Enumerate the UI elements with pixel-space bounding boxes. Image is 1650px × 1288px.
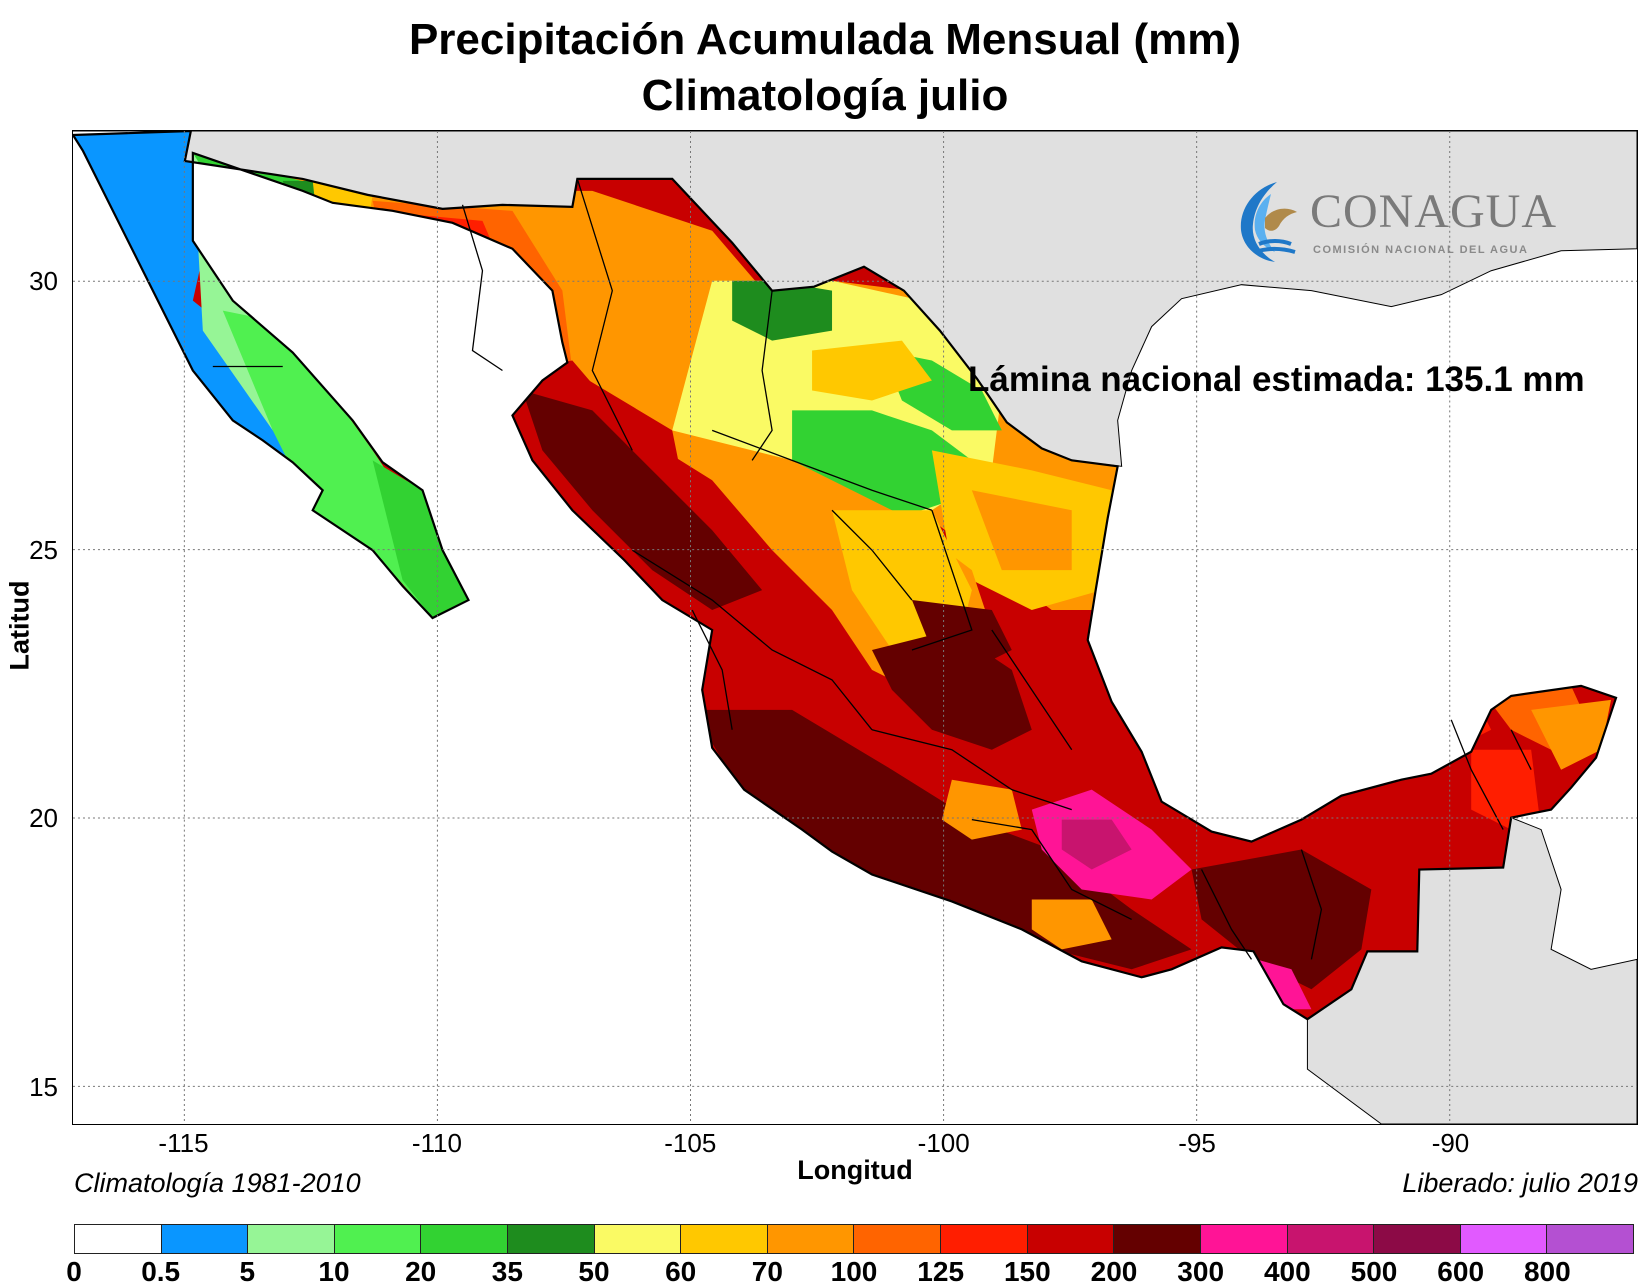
legend-swatch: [1287, 1225, 1375, 1253]
legend-swatch: [508, 1225, 595, 1253]
legend-swatch: [767, 1225, 855, 1253]
legend-tick-label: 20: [405, 1256, 437, 1287]
x-axis-label: Longitud: [797, 1155, 913, 1185]
x-tick-label: -115: [158, 1128, 209, 1158]
legend-swatch: [1200, 1225, 1288, 1253]
legend-tick-label: 400: [1263, 1256, 1311, 1287]
legend-swatch: [1027, 1225, 1115, 1253]
legend-tick-label: 100: [830, 1256, 878, 1287]
legend-tick-label: 35: [491, 1256, 523, 1287]
legend-tick-label: 60: [665, 1256, 697, 1287]
release-date-note: Liberado: julio 2019: [1402, 1168, 1638, 1198]
legend-tick-label: 125: [917, 1256, 965, 1287]
legend-tick-label: 300: [1177, 1256, 1225, 1287]
legend-tick-label: 200: [1090, 1256, 1138, 1287]
y-axis-label: Latitud: [4, 580, 35, 671]
legend-tick-label: 150: [1003, 1256, 1051, 1287]
legend-tick-label: 10: [318, 1256, 350, 1287]
legend-swatch: [334, 1225, 422, 1253]
legend-swatch: [1374, 1225, 1461, 1253]
x-tick-label: -110: [411, 1128, 462, 1158]
logo-wordmark: CONAGUA: [1310, 185, 1557, 238]
national-estimate-annotation: Lámina nacional estimada: 135.1 mm: [968, 360, 1585, 399]
climatology-period-note: Climatología 1981-2010: [74, 1168, 361, 1198]
legend-swatch: [1460, 1225, 1548, 1253]
state-borders: [212, 178, 1532, 960]
legend-swatch: [421, 1225, 509, 1253]
legend-tick-label: 70: [751, 1256, 783, 1287]
legend-swatch: [161, 1225, 249, 1253]
y-tick-label: 20: [29, 803, 58, 834]
map-title: Precipitación Acumulada Mensual (mm): [408, 15, 1242, 64]
legend-swatch: [594, 1225, 682, 1253]
y-tick-label: 15: [29, 1072, 58, 1103]
legend-swatch: [941, 1225, 1028, 1253]
x-tick-label: -90: [1431, 1128, 1470, 1158]
legend-swatch: [1547, 1225, 1633, 1253]
eagle-water-icon: [1240, 182, 1297, 262]
legend-swatch: [1114, 1225, 1201, 1253]
legend-swatch: [75, 1225, 162, 1253]
legend-tick-label: 0: [66, 1256, 82, 1287]
y-tick-label: 25: [29, 534, 58, 565]
legend-swatch: [854, 1225, 942, 1253]
legend-tick-label: 800: [1523, 1256, 1571, 1287]
legend-swatch: [681, 1225, 768, 1253]
precipitation-map: [73, 131, 1637, 1124]
legend-swatch: [248, 1225, 335, 1253]
x-tick-label: -105: [664, 1128, 717, 1158]
graticule: [73, 131, 1637, 1124]
conagua-logo: CONAGUA COMISIÓN NACIONAL DEL AGUA: [1225, 178, 1585, 268]
legend-tick-label: 0.5: [141, 1256, 181, 1287]
color-legend-bar: [74, 1224, 1634, 1254]
legend-tick-label: 600: [1437, 1256, 1485, 1287]
map-panel: [72, 130, 1638, 1125]
legend-tick-label: 5: [239, 1256, 256, 1287]
legend-tick-label: 50: [578, 1256, 610, 1287]
map-subtitle: Climatología julio: [641, 71, 1009, 120]
x-tick-label: -95: [1178, 1128, 1216, 1158]
y-tick-label: 30: [29, 265, 58, 296]
legend-tick-label: 500: [1350, 1256, 1398, 1287]
x-tick-label: -100: [917, 1128, 970, 1158]
logo-subtitle: COMISIÓN NACIONAL DEL AGUA: [1313, 244, 1529, 256]
